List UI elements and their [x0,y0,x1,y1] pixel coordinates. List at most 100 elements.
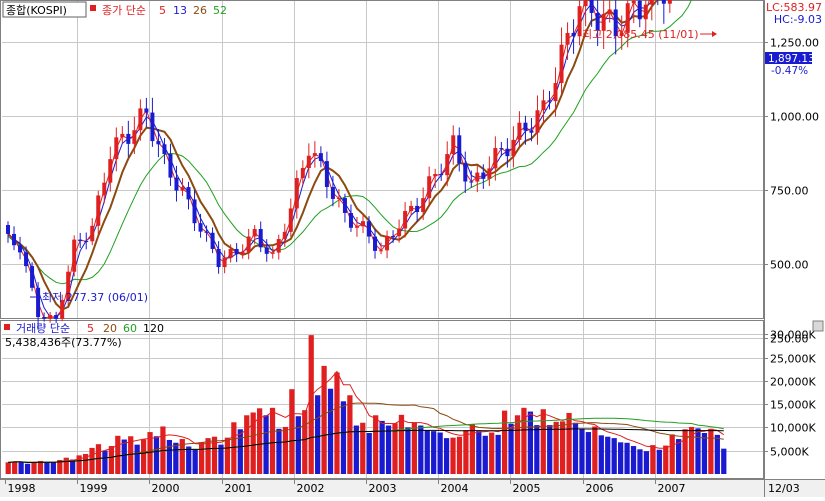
volume-bar-up [514,415,521,474]
volume-y-tick-label: 20,000K [770,376,816,389]
candle-up [96,195,101,226]
candle-up [493,148,498,169]
volume-bar-down [476,431,482,474]
volume-y-tick-label: 15,000K [770,399,816,412]
panel-resize-handle[interactable] [812,320,824,332]
index-badge-box[interactable] [2,1,87,18]
lc-value: LC:583.97 [766,1,822,14]
x-tick-label: 2004 [441,482,469,495]
volume-bar-up [128,436,134,474]
index-badge[interactable]: 종합(KOSPI) [6,4,67,17]
candle-up [180,187,185,191]
volume-bar-up [289,389,295,474]
candle-up [294,178,299,209]
volume-bar-up [360,422,366,474]
volume-bar-down [353,425,359,474]
volume-bar-up [5,462,11,474]
candle-down [234,248,239,255]
volume-bar-up [553,421,559,474]
volume-bar-down [618,442,624,474]
volume-bar-down [166,439,173,474]
volume-bar-down [315,395,321,474]
volume-bar-up [321,365,327,474]
volume-bar-down [605,436,611,474]
price-legend-period-13: 13 [173,4,187,17]
candle-up [306,155,311,169]
candle-up [336,198,341,200]
candle-up [667,0,672,4]
x-tick-label: 2006 [586,482,614,495]
high-annotation-arrowhead [712,31,717,37]
price-legend-period-26: 26 [193,4,207,17]
price-y-tick-label: 1,250.00 [770,37,819,50]
candle-up [553,83,558,102]
volume-bar-down [572,422,579,474]
candle-up [385,236,390,251]
candle-down [661,0,666,4]
candle-up [475,172,480,182]
volume-bar-down [263,415,269,474]
x-tick-label: 2007 [658,482,686,495]
volume-bar-up [708,428,714,474]
candle-down [318,153,323,162]
candle-down [198,223,203,232]
volume-bar-up [456,436,463,474]
volume-bar-down [340,401,347,474]
candle-down [186,187,191,200]
volume-bar-down [585,432,592,474]
candle-down [481,172,486,179]
candle-up [397,228,402,237]
volume-bar-up [347,395,353,474]
volume-bar-down [527,411,534,474]
candle-up [354,226,359,228]
candle-down [30,266,35,288]
candle-up [66,271,71,301]
candle-up [222,257,227,268]
volume-bar-down [153,436,160,474]
volume-bar-down [276,428,282,474]
candle-up [409,205,414,212]
volume-bar-down [431,431,437,474]
volume-y-tick-label: 25,000K [770,353,816,366]
volume-bar-up [115,435,121,474]
candle-down [204,231,209,233]
candle-down [342,198,347,213]
volume-bar-up [231,422,237,474]
candle-up [379,250,384,252]
candle-down [258,229,263,248]
price-y-tick-label: 250.00 [770,333,809,346]
volume-bar-up [224,437,231,474]
candle-down [547,100,552,102]
candle-up [60,300,65,319]
volume-bar-up [669,434,675,474]
volume-bar-up [411,422,417,474]
price-y-tick-label: 500.00 [770,259,809,272]
current-change: -0.47% [771,65,808,77]
candle-down [54,315,59,319]
volume-bar-down [379,420,385,474]
volume-bar-down [186,446,192,474]
candle-down [391,236,396,238]
candle-down [78,239,83,242]
volume-panel-frame [0,320,764,479]
volume-bar-up [650,445,656,474]
candle-up [583,0,588,7]
candle-up [577,6,582,37]
candle-down [589,0,594,13]
volume-bar-down [437,432,443,474]
candle-down [505,148,510,157]
candle-up [120,133,125,138]
candle-down [84,241,89,243]
candle-up [421,198,426,213]
candle-up [643,4,648,20]
price-y-tick-label: 1,000.00 [770,111,819,124]
candle-down [18,245,23,253]
volume-bar-down [508,423,514,474]
price-y-ticks: 2,000.001,750.001,500.001,250.001,000.00… [764,37,819,346]
ma52-line [7,0,692,285]
candle-up [252,229,257,237]
candle-down [150,112,155,142]
candle-down [595,12,600,31]
